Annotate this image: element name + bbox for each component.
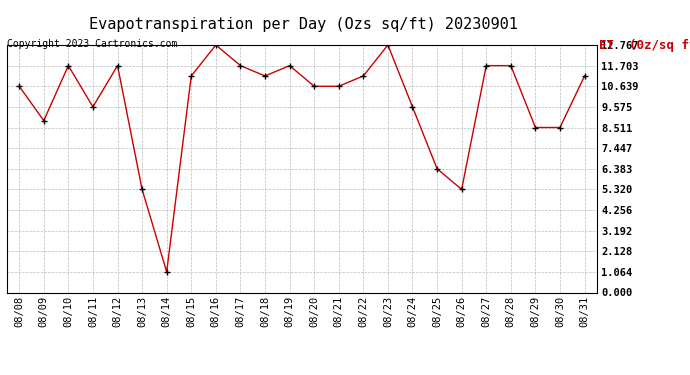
Text: Copyright 2023 Cartronics.com: Copyright 2023 Cartronics.com (7, 39, 177, 50)
Text: Evapotranspiration per Day (Ozs sq/ft) 20230901: Evapotranspiration per Day (Ozs sq/ft) 2… (89, 17, 518, 32)
Text: ET  (0z/sq ft): ET (0z/sq ft) (599, 39, 690, 53)
